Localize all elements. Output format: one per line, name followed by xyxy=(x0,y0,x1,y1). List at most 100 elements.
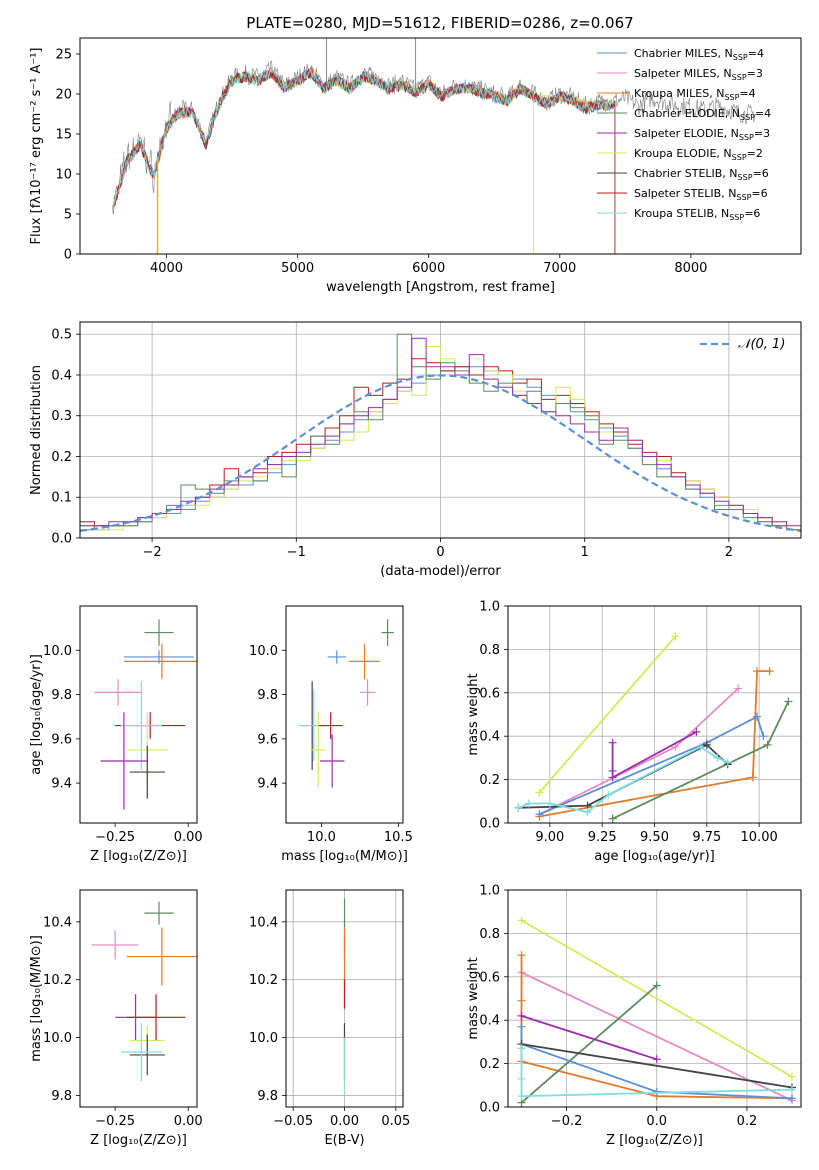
x-axis-label: age [log₁₀(age/yr)] xyxy=(594,849,715,864)
series-line xyxy=(612,701,790,820)
y-tick-label: 0.2 xyxy=(51,450,72,465)
legend-text: Kroupa ELODIE, N xyxy=(634,147,732,160)
y-axis-label: mass [log₁₀(M/M⊙)] xyxy=(29,935,44,1062)
y-tick-label: 10.4 xyxy=(43,915,72,930)
series-kroupa-stelib xyxy=(517,1044,796,1101)
x-tick-label: −2 xyxy=(143,545,162,560)
y-tick-label: 5 xyxy=(64,208,72,223)
errorbar-point xyxy=(120,681,162,770)
series-marker xyxy=(545,799,554,808)
plot-area xyxy=(514,632,793,823)
series-marker xyxy=(671,743,680,752)
series-marker xyxy=(604,790,613,799)
axes-frame xyxy=(79,321,802,539)
figure-title: PLATE=0280, MJD=51612, FIBERID=0286, z=0… xyxy=(246,14,633,32)
series-marker xyxy=(517,1022,526,1031)
x-axis-label: Z [log₁₀(Z/Z⊙)] xyxy=(606,1133,703,1148)
y-tick-label: 0.6 xyxy=(479,686,500,701)
errorbar-point xyxy=(318,712,343,739)
legend-tail: =6 xyxy=(744,207,760,220)
panel-mass_vs_Z: −0.25 0.00 9.8 10.0 10.2 10.4 Z [log₁₀(Z/Z⊙)] m… xyxy=(29,889,203,1148)
y-tick-label: 9.6 xyxy=(51,732,72,747)
x-tick-label: 10.5 xyxy=(384,830,413,845)
x-tick-label: 5000 xyxy=(281,261,314,276)
model-line-chabrier-elodie xyxy=(112,66,615,211)
y-tick-label: 9.8 xyxy=(257,1089,278,1104)
series-marker xyxy=(517,951,526,960)
series-marker xyxy=(787,1085,796,1094)
x-tick-label: 0 xyxy=(436,545,444,560)
axes-frame xyxy=(79,37,802,255)
series-marker xyxy=(713,753,722,762)
legend-entry: Kroupa MILES, NSSP=4 xyxy=(634,87,756,102)
series-kroupa-elodie xyxy=(535,632,680,797)
legend-text: Salpeter ELODIE, N xyxy=(634,127,739,140)
y-tick-label: 1.0 xyxy=(479,600,500,615)
series-marker xyxy=(517,1074,526,1083)
errorbar-point xyxy=(126,927,197,986)
plot-area xyxy=(80,333,801,538)
series-line xyxy=(521,1043,793,1089)
model-line-salpeter-stelib xyxy=(112,66,616,254)
x-tick-label: 10.0 xyxy=(307,830,336,845)
y-tick-label: 10.2 xyxy=(249,973,278,988)
panel-mass_vs_EBV: −0.05 0.00 0.05 9.8 10.0 10.2 10.4 E(B-V) xyxy=(249,889,410,1148)
y-tick-label: 1.0 xyxy=(479,884,500,899)
series-chabrier-elodie xyxy=(517,981,661,1107)
y-tick-label: 0.0 xyxy=(51,532,72,547)
series-marker xyxy=(671,632,680,641)
plot-area xyxy=(112,38,757,254)
series-marker xyxy=(517,996,526,1005)
model-line-chabrier-miles xyxy=(112,68,615,209)
x-tick-label: 8000 xyxy=(674,261,707,276)
legend-text: Kroupa MILES, N xyxy=(634,87,724,100)
x-tick-label: −0.25 xyxy=(95,830,135,845)
series-marker xyxy=(748,773,757,782)
series-marker xyxy=(696,743,705,752)
legend-entry: Kroupa STELIB, NSSP=6 xyxy=(634,207,760,222)
panel-residuals: −2 −1 0 1 2 0.0 0.1 0.2 0.3 0.4 0.5 (data-model)/er… xyxy=(29,321,802,579)
y-tick-label: 0.4 xyxy=(51,368,72,383)
x-tick-label: −0.25 xyxy=(95,1114,135,1129)
y-tick-label: 0.0 xyxy=(479,1101,500,1116)
y-tick-label: 10.0 xyxy=(249,1031,278,1046)
series-marker xyxy=(652,981,661,990)
y-tick-label: 10.0 xyxy=(43,644,72,659)
y-tick-label: 0.2 xyxy=(479,1057,500,1072)
panel-age_vs_mass: 10.0 10.5 9.4 9.6 9.8 10.0 mass [log₁₀(M/M⊙)] xyxy=(249,605,413,864)
series-marker xyxy=(524,799,533,808)
errorbar-point xyxy=(327,650,347,664)
series-line xyxy=(539,670,770,818)
axes-frame xyxy=(507,889,802,1108)
y-tick-label: 0.8 xyxy=(479,927,500,942)
legend-sub: SSP xyxy=(738,173,753,182)
errorbar-point xyxy=(381,619,394,646)
errorbar-point xyxy=(126,994,186,1041)
legend-sub: SSP xyxy=(733,53,748,62)
axes-frame xyxy=(285,889,404,1108)
series-marker xyxy=(535,788,544,797)
legend-sub: SSP xyxy=(739,133,754,142)
legend-tail: =4 xyxy=(739,87,755,100)
errorbar-point xyxy=(349,643,380,680)
x-tick-label: 0.00 xyxy=(174,1114,203,1129)
y-tick-label: 0.2 xyxy=(479,773,500,788)
y-tick-label: 9.8 xyxy=(257,688,278,703)
errorbar-point xyxy=(310,712,327,788)
y-tick-label: 0.3 xyxy=(51,409,72,424)
x-tick-label: 1 xyxy=(581,545,589,560)
series-marker xyxy=(517,1011,526,1020)
y-tick-label: 0.8 xyxy=(479,643,500,658)
y-tick-label: 10.2 xyxy=(43,973,72,988)
series-chabrier-miles xyxy=(535,712,768,819)
legend-entry: Salpeter STELIB, NSSP=6 xyxy=(634,187,768,202)
x-tick-label: −0.05 xyxy=(273,1114,313,1129)
plot-area xyxy=(91,901,197,1081)
y-tick-label: 0.1 xyxy=(51,491,72,506)
legend-text: Chabrier STELIB, N xyxy=(634,167,738,180)
errorbar-point xyxy=(129,1034,165,1076)
series-marker xyxy=(608,773,617,782)
y-tick-label: 0.4 xyxy=(479,730,500,745)
